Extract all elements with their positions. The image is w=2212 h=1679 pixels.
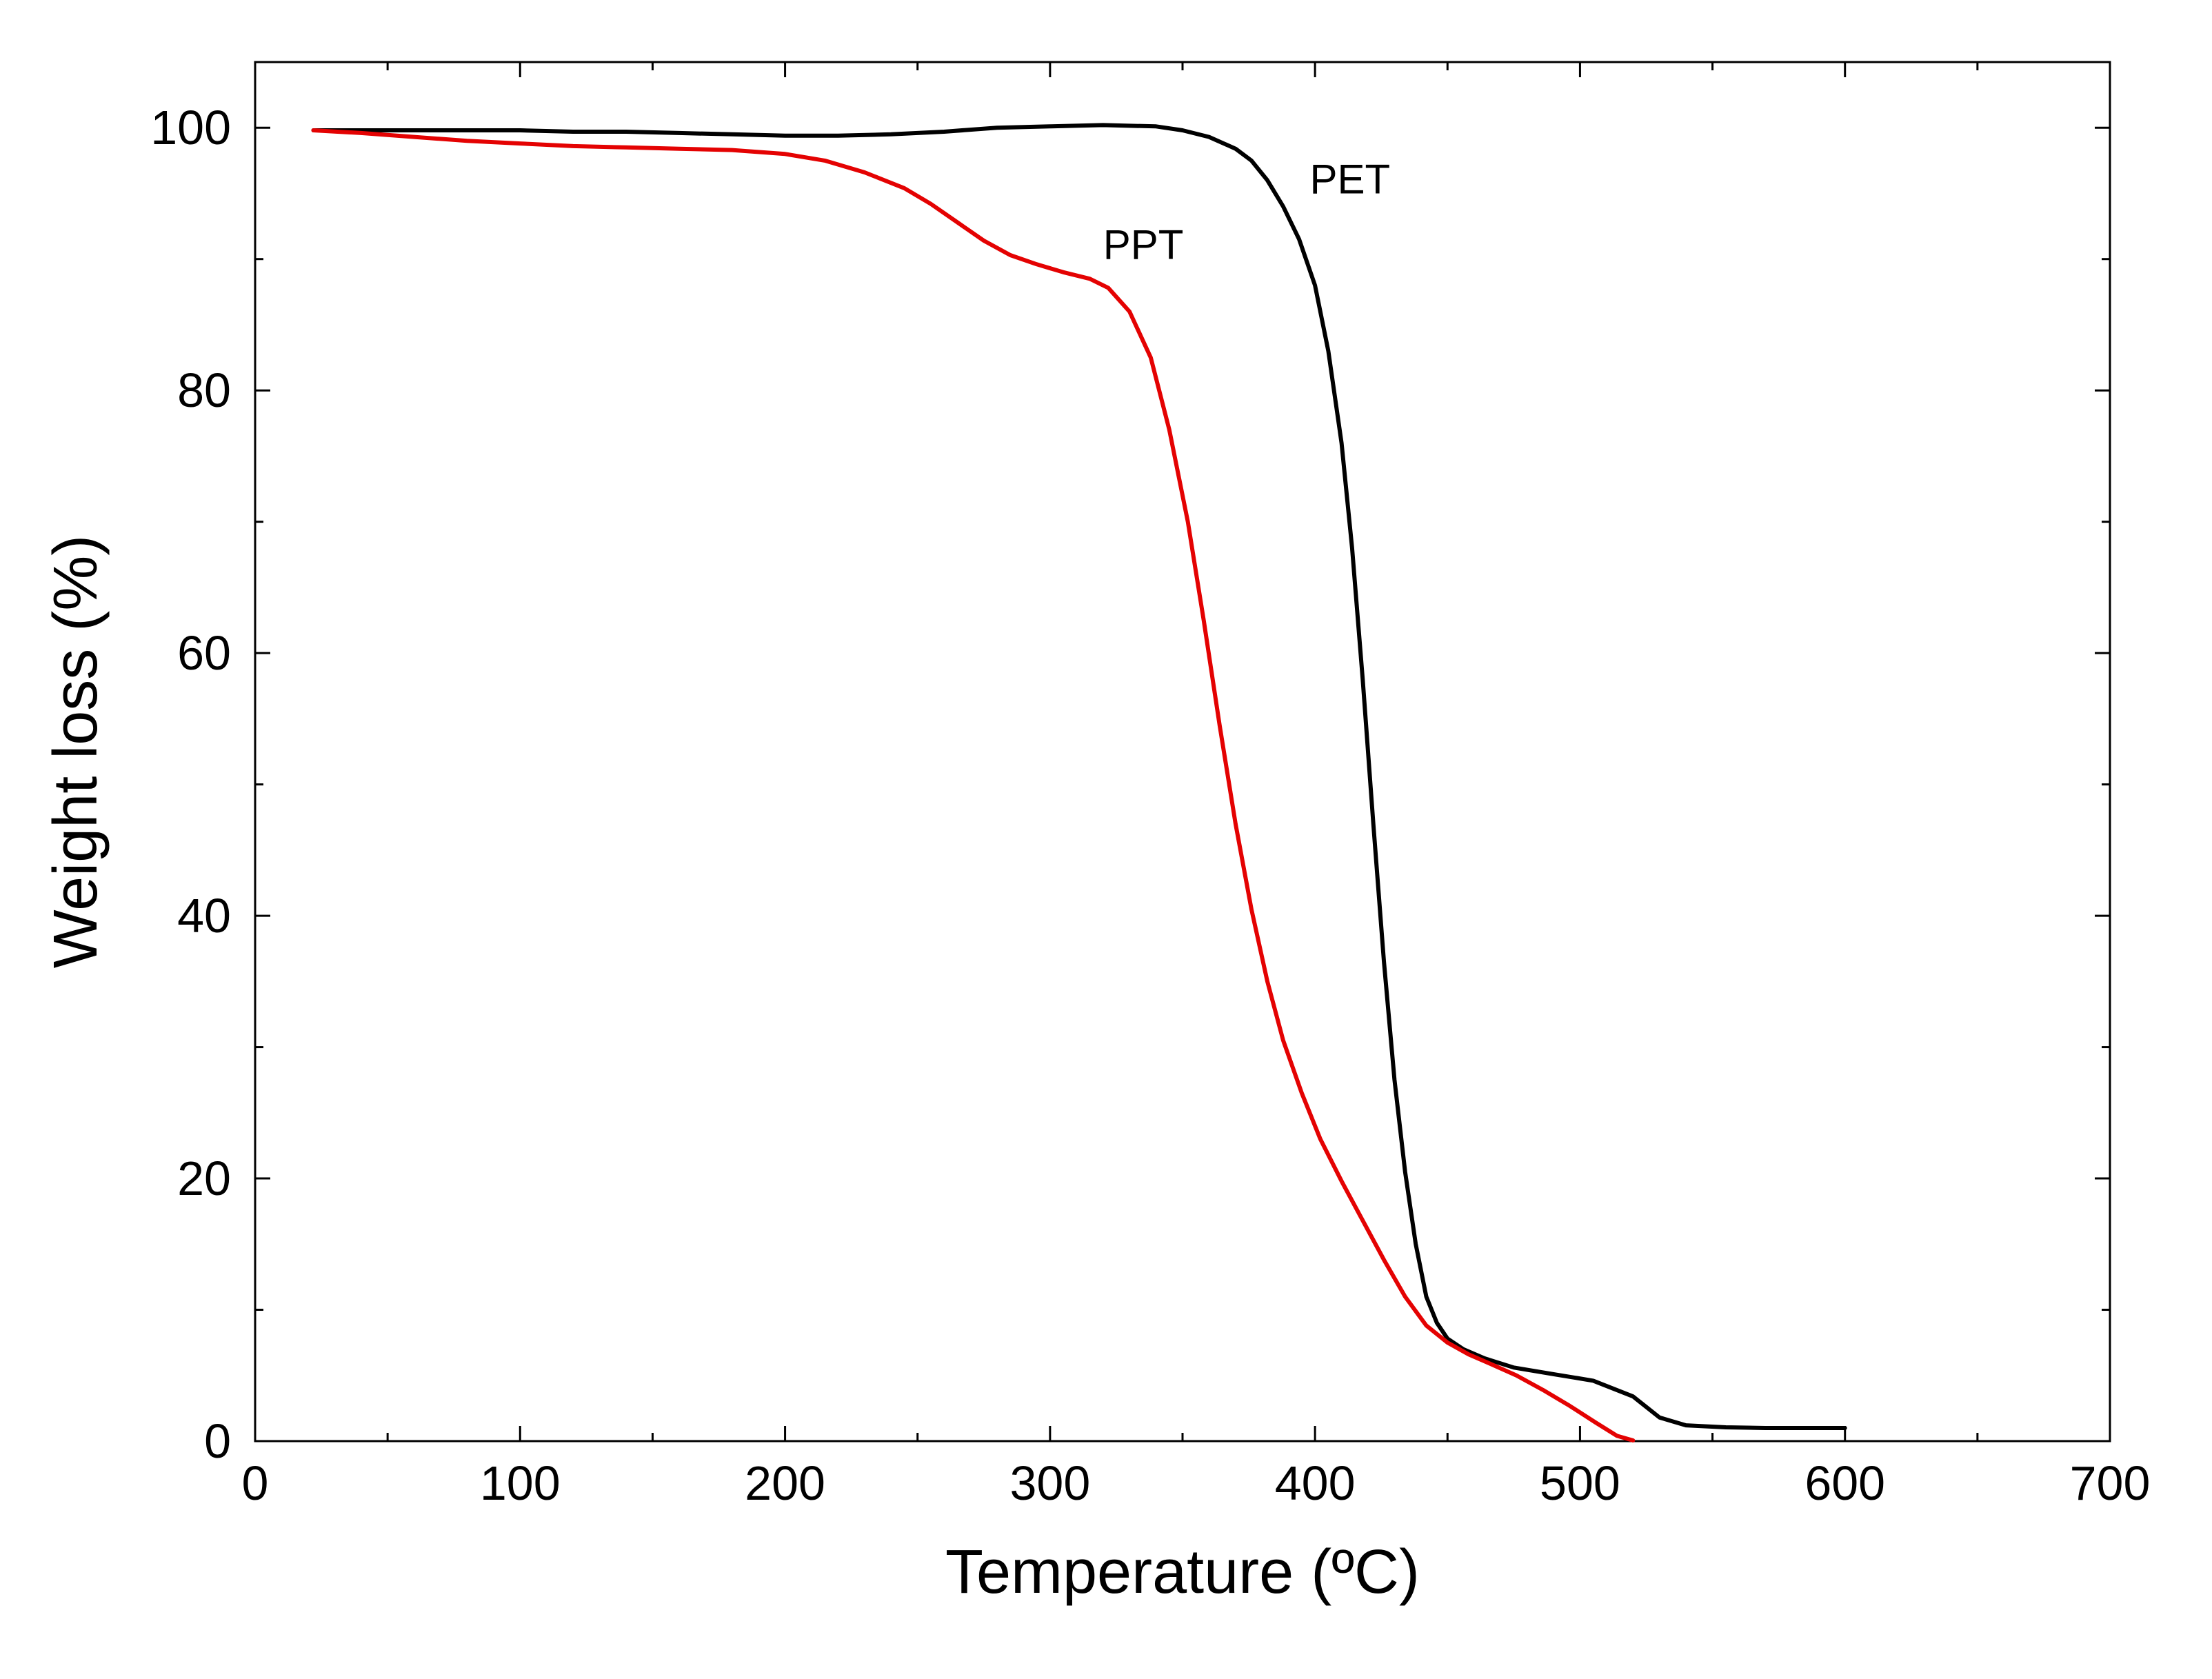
svg-text:200: 200: [745, 1456, 825, 1510]
svg-text:500: 500: [1540, 1456, 1620, 1510]
svg-text:Weight loss (%): Weight loss (%): [41, 535, 110, 969]
svg-text:Temperature (ºC): Temperature (ºC): [945, 1538, 1420, 1607]
chart-svg: 0 100 200 300 400 500 600 700 0 20 40 60 80 100 Temper…: [0, 0, 2212, 1679]
tga-chart: 0 100 200 300 400 500 600 700 0 20 40 60 80 100 Temper…: [0, 0, 2212, 1679]
svg-text:40: 40: [177, 889, 231, 943]
series-label-pet: PET: [1309, 156, 1390, 202]
series-label-ppt: PPT: [1103, 222, 1184, 268]
svg-text:300: 300: [1009, 1456, 1090, 1510]
svg-text:700: 700: [2070, 1456, 2151, 1510]
svg-text:400: 400: [1275, 1456, 1356, 1510]
svg-text:600: 600: [1804, 1456, 1885, 1510]
svg-text:100: 100: [480, 1456, 561, 1510]
svg-text:0: 0: [204, 1414, 231, 1468]
svg-text:0: 0: [242, 1456, 269, 1510]
svg-text:80: 80: [177, 363, 231, 417]
svg-text:100: 100: [150, 101, 231, 154]
svg-text:60: 60: [177, 626, 231, 680]
svg-text:20: 20: [177, 1152, 231, 1205]
